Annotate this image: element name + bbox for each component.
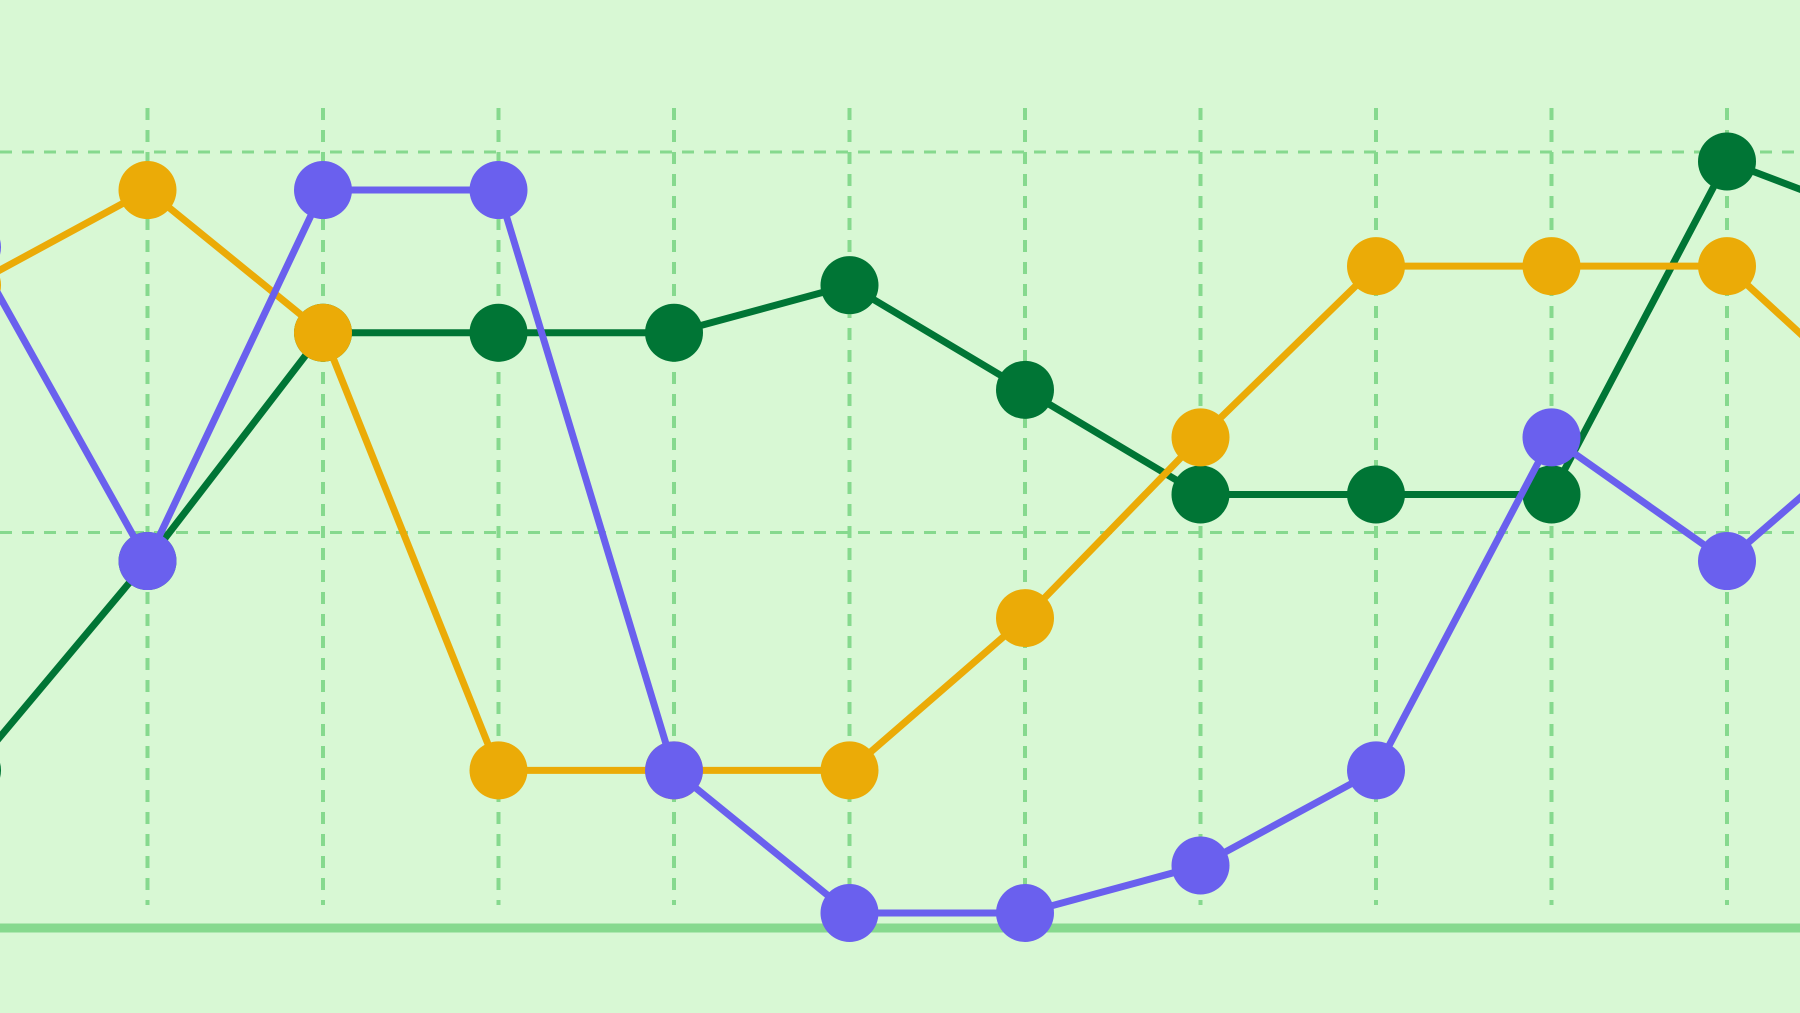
series-3-point <box>1347 741 1405 800</box>
series-2 <box>0 161 1800 800</box>
series-2-point <box>0 277 1 293</box>
series-3-point <box>645 741 703 800</box>
series-1-point <box>469 303 528 362</box>
series-1-point <box>645 303 703 362</box>
series-3-line <box>0 186 1800 917</box>
series-1-point <box>1522 465 1581 524</box>
series-1-point <box>0 762 1 778</box>
series-2-point <box>1522 237 1581 296</box>
series-3-point <box>996 884 1054 942</box>
series-3 <box>0 161 1800 942</box>
series-2-point <box>469 741 528 800</box>
series-1-line <box>0 158 1800 743</box>
series-3-point <box>1171 836 1230 895</box>
series-3-point <box>820 884 879 942</box>
series-layer <box>0 132 1800 942</box>
series-3-point <box>0 239 1 255</box>
series-2-line <box>0 186 1800 774</box>
series-3-point <box>469 161 528 220</box>
series-1-point <box>1347 465 1405 524</box>
series-1-point <box>996 360 1054 419</box>
series-3-point <box>294 161 352 220</box>
series-1-point <box>1171 465 1230 524</box>
series-3-point <box>1522 408 1581 467</box>
series-1-point <box>1698 132 1756 191</box>
series-2-point <box>820 741 879 800</box>
series-3-point <box>118 532 177 591</box>
series-2-point <box>118 161 177 220</box>
series-2-point <box>996 589 1054 648</box>
series-2-point <box>1698 237 1756 296</box>
series-2-point <box>294 303 352 362</box>
series-1-point <box>820 256 879 315</box>
series-2-point <box>1347 237 1405 296</box>
series-3-point <box>1698 532 1756 591</box>
series-2-point <box>1171 408 1230 467</box>
